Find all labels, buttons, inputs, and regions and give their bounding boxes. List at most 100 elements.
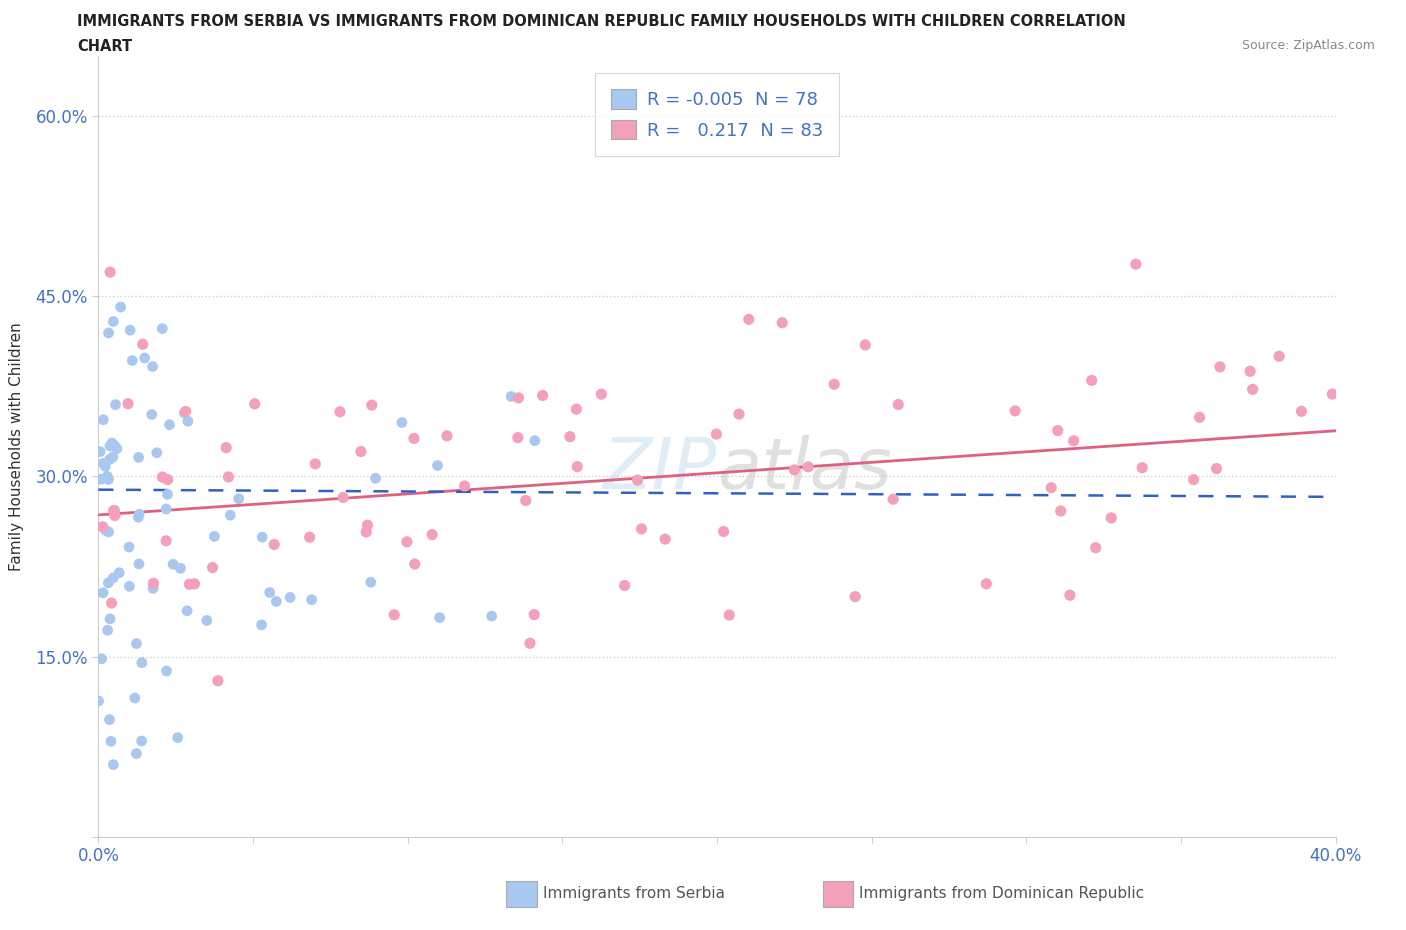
Point	[1239, 364, 1261, 379]
Point	[508, 391, 530, 405]
Point	[131, 734, 153, 749]
Point	[332, 490, 354, 505]
Point	[718, 607, 741, 622]
Point	[519, 636, 541, 651]
Point	[179, 577, 201, 591]
Point	[91, 412, 114, 427]
Point	[728, 406, 751, 421]
Point	[96, 469, 118, 484]
Text: Immigrants from Serbia: Immigrants from Serbia	[543, 886, 724, 901]
Point	[713, 524, 735, 538]
Point	[402, 431, 425, 445]
Point	[626, 472, 648, 487]
Point	[506, 431, 529, 445]
Point	[101, 449, 124, 464]
Point	[360, 575, 382, 590]
Point	[360, 398, 382, 413]
Point	[141, 407, 163, 422]
Point	[93, 456, 115, 471]
Point	[98, 712, 121, 727]
Text: ZIP: ZIP	[603, 435, 717, 504]
Point	[103, 314, 125, 329]
Point	[501, 389, 523, 404]
Point	[823, 377, 845, 392]
Point	[228, 491, 250, 506]
Point	[1099, 511, 1122, 525]
Point	[101, 435, 124, 450]
Point	[395, 535, 418, 550]
Point	[183, 577, 205, 591]
Point	[127, 510, 149, 525]
Point	[118, 578, 141, 593]
Point	[1188, 410, 1211, 425]
Point	[770, 315, 793, 330]
Y-axis label: Family Households with Children: Family Households with Children	[10, 322, 24, 571]
Point	[420, 527, 443, 542]
Point	[523, 433, 546, 448]
Point	[523, 607, 546, 622]
Point	[105, 441, 128, 456]
Point	[146, 445, 169, 460]
Point	[166, 730, 188, 745]
Point	[100, 595, 122, 610]
Point	[1322, 387, 1344, 402]
Point	[844, 590, 866, 604]
Point	[558, 430, 581, 445]
Point	[591, 387, 613, 402]
Point	[142, 359, 165, 374]
Point	[250, 618, 273, 632]
Point	[98, 265, 121, 280]
Point	[1291, 404, 1313, 418]
Point	[128, 556, 150, 571]
Text: Source: ZipAtlas.com: Source: ZipAtlas.com	[1241, 39, 1375, 52]
Text: CHART: CHART	[77, 39, 132, 54]
Point	[207, 673, 229, 688]
Point	[278, 590, 301, 604]
Point	[104, 503, 127, 518]
Point	[706, 427, 728, 442]
Point	[176, 604, 198, 618]
Point	[263, 538, 285, 552]
Text: atlas: atlas	[717, 435, 891, 504]
Point	[1046, 423, 1069, 438]
Legend: R = -0.005  N = 78, R =   0.217  N = 83: R = -0.005 N = 78, R = 0.217 N = 83	[595, 73, 839, 155]
Point	[364, 471, 387, 485]
Point	[97, 472, 120, 486]
Point	[354, 525, 377, 539]
Point	[356, 518, 378, 533]
Point	[142, 576, 165, 591]
Point	[404, 556, 426, 571]
Point	[738, 312, 761, 326]
Point	[783, 462, 806, 477]
Point	[118, 539, 141, 554]
Point	[250, 530, 273, 545]
Point	[565, 402, 588, 417]
Point	[132, 337, 155, 352]
Point	[173, 405, 195, 420]
Point	[108, 565, 131, 580]
Point	[1241, 382, 1264, 397]
Point	[128, 507, 150, 522]
Point	[453, 479, 475, 494]
Point	[1205, 461, 1227, 476]
Point	[94, 458, 117, 473]
Point	[195, 613, 218, 628]
Point	[155, 663, 177, 678]
Point	[150, 321, 173, 336]
Text: Immigrants from Dominican Republic: Immigrants from Dominican Republic	[859, 886, 1144, 901]
Point	[103, 757, 125, 772]
Point	[97, 326, 120, 340]
Point	[882, 492, 904, 507]
Point	[110, 299, 132, 314]
Point	[515, 493, 537, 508]
Point	[429, 610, 451, 625]
Point	[177, 414, 200, 429]
Point	[104, 508, 127, 523]
Point	[1130, 460, 1153, 475]
Point	[630, 522, 652, 537]
Point	[436, 429, 458, 444]
Point	[1049, 503, 1071, 518]
Point	[91, 585, 114, 600]
Point	[426, 458, 449, 473]
Point	[150, 470, 173, 485]
